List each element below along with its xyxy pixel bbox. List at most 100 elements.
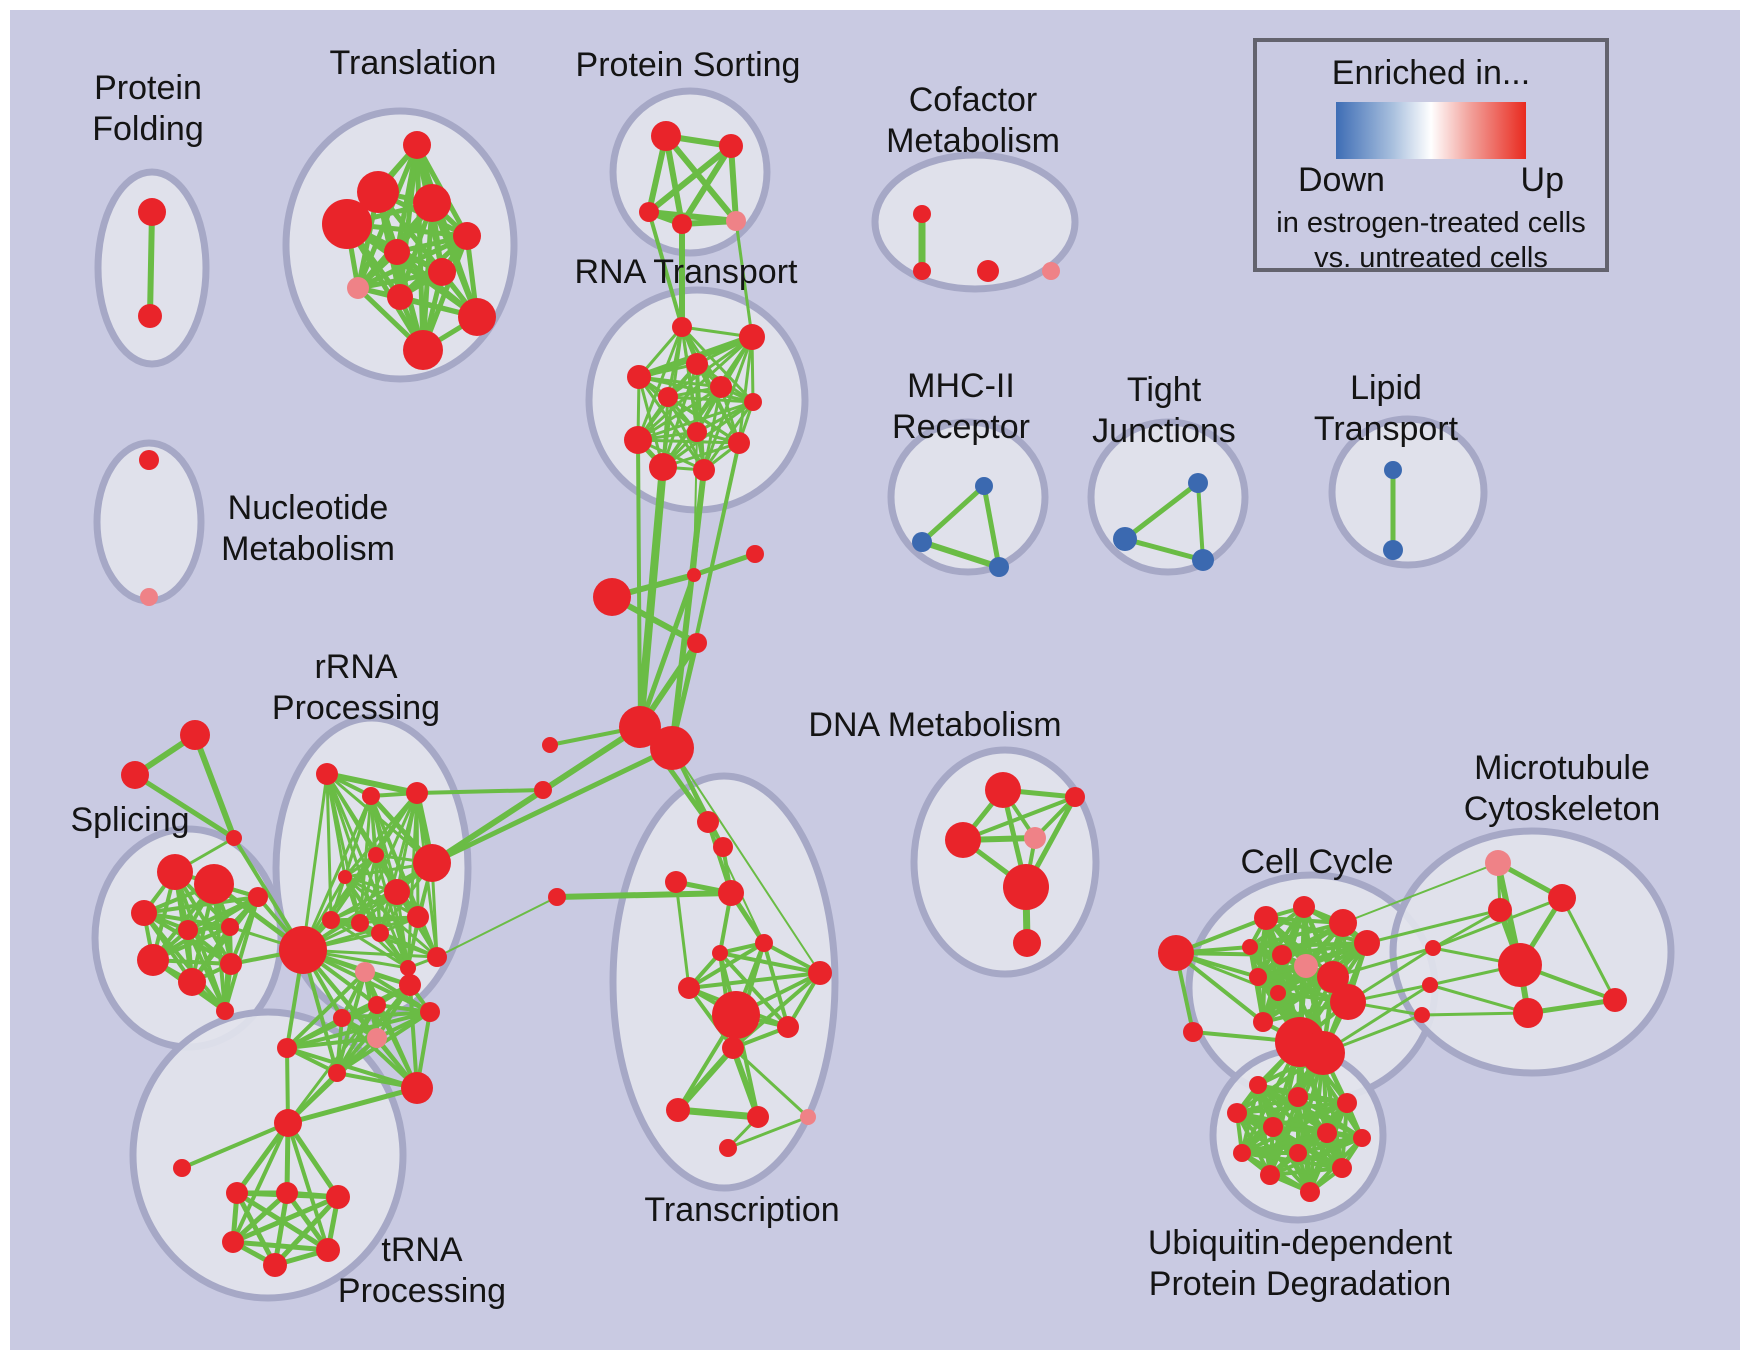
gene-set-node <box>1425 940 1441 956</box>
edge <box>324 771 420 796</box>
edge <box>1248 941 1369 949</box>
edge <box>1365 908 1502 945</box>
legend-gradient-bar <box>1336 102 1526 159</box>
gene-set-node <box>624 426 652 454</box>
edge <box>329 918 410 970</box>
cluster-label-rrna-processing: Processing <box>272 689 440 727</box>
cluster-label-protein-folding: Protein <box>94 69 202 107</box>
edge <box>728 143 739 224</box>
edge <box>702 335 754 472</box>
edge <box>636 463 667 731</box>
gene-set-node <box>666 1098 690 1122</box>
gene-set-node <box>384 239 410 265</box>
edge <box>151 895 260 962</box>
gene-set-node <box>650 726 694 770</box>
gene-set-node <box>274 1109 302 1137</box>
cluster-label-lipid-transport: Transport <box>1314 410 1459 448</box>
edge <box>762 941 790 1029</box>
edge <box>636 385 723 442</box>
gene-set-node <box>1317 961 1349 993</box>
gene-set-node <box>593 578 631 616</box>
gene-set-node <box>316 763 338 785</box>
gene-set-node <box>121 761 149 789</box>
edge <box>234 1120 291 1196</box>
gene-set-node <box>362 787 380 805</box>
gene-set-node <box>1253 1012 1273 1032</box>
gene-set-node <box>686 353 708 375</box>
gene-set-node <box>755 934 773 952</box>
edge <box>637 375 706 472</box>
gene-set-node <box>216 1002 234 1020</box>
edge <box>637 572 697 730</box>
cluster-label-lipid-transport: Lipid <box>1350 369 1422 407</box>
edge <box>1122 480 1201 542</box>
edge <box>679 143 734 227</box>
cluster-label-tight-junctions: Junctions <box>1092 412 1236 450</box>
gene-set-node <box>1422 977 1438 993</box>
gene-set-node <box>1301 1031 1345 1075</box>
gene-set-node <box>1289 1144 1307 1162</box>
gene-set-node <box>131 900 157 926</box>
gene-set-node <box>222 1231 244 1253</box>
edge <box>647 210 684 329</box>
gene-set-node <box>138 304 162 328</box>
edge <box>687 941 766 990</box>
gene-set-node <box>639 202 659 222</box>
cluster-label-dna-metabolism: DNA Metabolism <box>808 706 1061 744</box>
edge <box>1560 896 1617 1002</box>
cluster-label-rna-transport: RNA Transport <box>575 253 799 291</box>
gene-set-node <box>338 870 352 884</box>
gene-set-node <box>777 1016 799 1038</box>
edge <box>1280 941 1369 957</box>
edge <box>340 1010 432 1020</box>
gene-set-node <box>173 1159 191 1177</box>
cluster-label-mhc-ii-receptor: MHC-II <box>907 367 1015 405</box>
gene-set-node <box>357 171 399 213</box>
gene-set-node <box>326 1185 350 1209</box>
gene-set-node <box>1293 896 1315 918</box>
gene-set-node <box>1330 984 1366 1020</box>
legend-caption-line1: in estrogen-treated cells <box>1276 207 1586 239</box>
edge <box>132 772 237 841</box>
gene-set-node <box>1042 262 1060 280</box>
gene-set-node <box>726 211 746 231</box>
edge <box>301 794 373 952</box>
edge <box>726 1115 810 1150</box>
gene-set-node <box>1513 998 1543 1028</box>
edge <box>230 1190 290 1245</box>
gene-set-node <box>333 1009 351 1027</box>
legend-down-label: Down <box>1298 161 1385 199</box>
gene-set-node <box>1488 898 1512 922</box>
gene-set-node <box>371 924 389 942</box>
cluster-label-rrna-processing: rRNA <box>314 648 397 686</box>
edge <box>675 1045 736 1113</box>
gene-set-node <box>975 477 993 495</box>
gene-set-node <box>1003 864 1049 910</box>
edge <box>1196 481 1205 562</box>
edge <box>554 890 734 900</box>
gene-set-node <box>687 633 707 653</box>
gene-set-node <box>713 837 733 857</box>
edge <box>231 1121 290 1244</box>
gene-set-node <box>1384 461 1402 479</box>
gene-set-node <box>722 1037 744 1059</box>
edge <box>355 269 445 291</box>
gene-set-node <box>1414 1007 1430 1023</box>
cluster-label-transcription: Transcription <box>644 1191 839 1229</box>
cluster-label-mhc-ii-receptor: Receptor <box>892 408 1030 446</box>
edge <box>637 375 755 404</box>
legend: Enriched in... Down Up in estrogen-treat… <box>1253 38 1609 274</box>
gene-set-node <box>542 737 558 753</box>
edge <box>663 133 739 224</box>
edge <box>325 772 333 922</box>
gene-set-node <box>427 947 447 967</box>
gene-set-node <box>1013 929 1041 957</box>
gene-set-node <box>1249 1076 1267 1094</box>
edge <box>340 1016 419 1090</box>
gene-set-node <box>1227 1103 1247 1123</box>
gene-set-node <box>719 134 743 158</box>
cluster-label-ubiquitin: Ubiquitin-dependent <box>1148 1224 1453 1262</box>
gene-set-node <box>221 918 239 936</box>
gene-set-node <box>719 1139 737 1157</box>
